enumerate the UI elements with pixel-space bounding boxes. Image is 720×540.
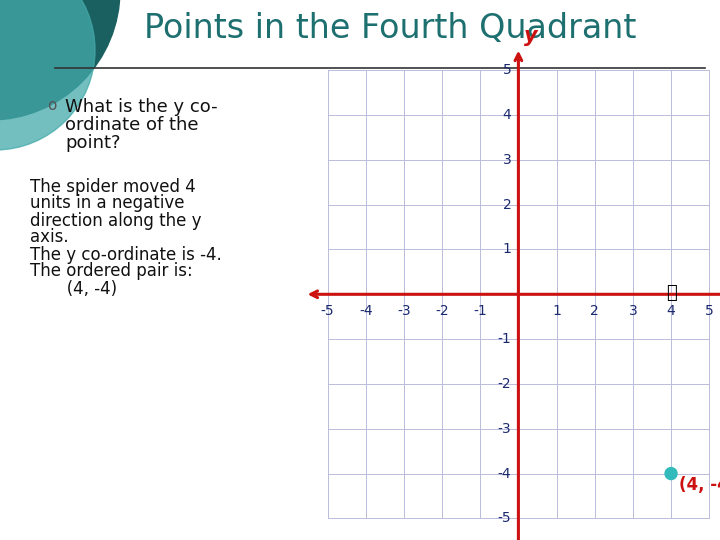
Text: The y co-ordinate is -4.: The y co-ordinate is -4.	[30, 246, 222, 264]
Text: 🕷: 🕷	[666, 284, 676, 302]
Text: -3: -3	[498, 422, 511, 436]
Text: 5: 5	[705, 305, 714, 318]
Text: direction along the y: direction along the y	[30, 212, 202, 230]
Text: units in a negative: units in a negative	[30, 194, 184, 213]
Text: 3: 3	[503, 153, 511, 167]
Text: What is the y co-: What is the y co-	[65, 98, 217, 116]
Text: -3: -3	[397, 305, 410, 318]
Text: 2: 2	[503, 198, 511, 212]
Text: (4, -4): (4, -4)	[679, 476, 720, 494]
Text: -5: -5	[498, 511, 511, 525]
Text: 4: 4	[503, 108, 511, 122]
Text: 3: 3	[629, 305, 637, 318]
Text: 2: 2	[590, 305, 599, 318]
Text: -2: -2	[436, 305, 449, 318]
Circle shape	[0, 0, 120, 120]
Text: -2: -2	[498, 377, 511, 391]
Circle shape	[0, 0, 95, 150]
Text: ordinate of the: ordinate of the	[65, 116, 199, 133]
Text: The ordered pair is:: The ordered pair is:	[30, 262, 193, 280]
Text: axis.: axis.	[30, 228, 68, 246]
Text: 5: 5	[503, 63, 511, 77]
Text: The spider moved 4: The spider moved 4	[30, 178, 196, 195]
Text: -5: -5	[321, 305, 334, 318]
Text: o: o	[48, 98, 57, 112]
Text: Points in the Fourth Quadrant: Points in the Fourth Quadrant	[144, 11, 636, 44]
Circle shape	[665, 468, 677, 480]
Text: y: y	[524, 26, 538, 46]
Text: 4: 4	[667, 305, 675, 318]
Text: -1: -1	[498, 332, 511, 346]
Text: -4: -4	[359, 305, 372, 318]
Text: (4, -4): (4, -4)	[30, 280, 117, 298]
Text: 1: 1	[503, 242, 511, 256]
Text: -1: -1	[473, 305, 487, 318]
Text: -4: -4	[498, 467, 511, 481]
Text: point?: point?	[65, 133, 120, 152]
Text: 1: 1	[552, 305, 561, 318]
